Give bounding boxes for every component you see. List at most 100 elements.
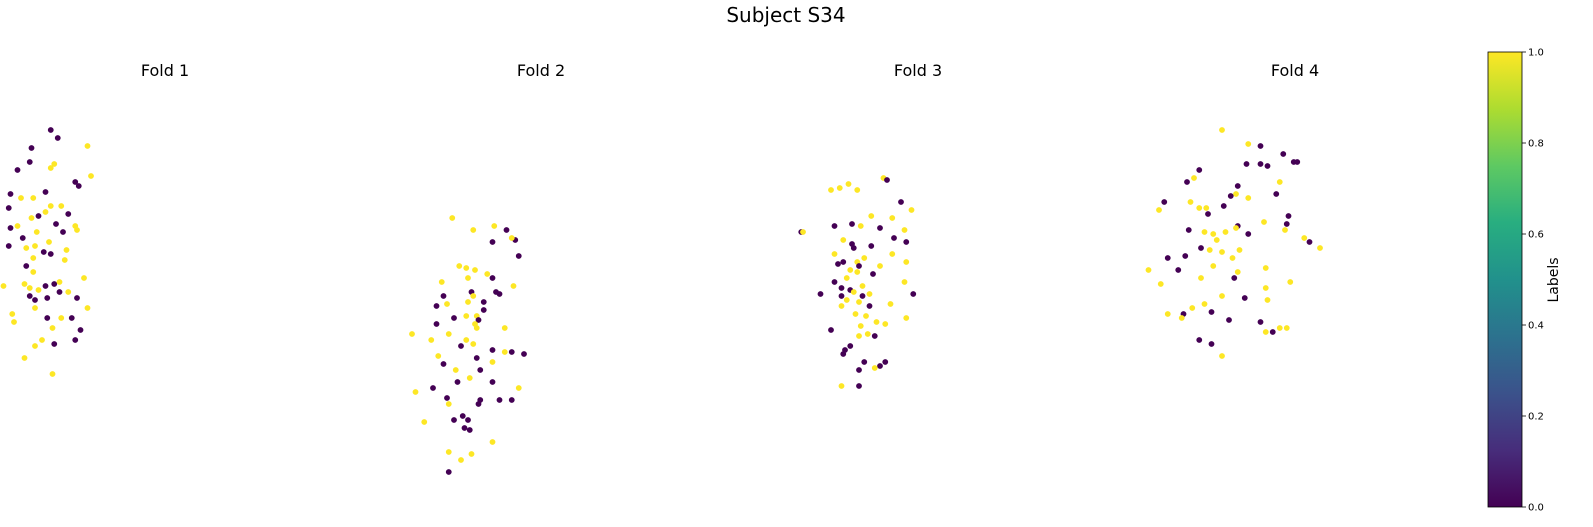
scatter-point <box>32 343 38 349</box>
scatter-point <box>444 395 450 401</box>
scatter-point <box>838 383 845 389</box>
scatter-point <box>889 215 896 221</box>
colorbar-gradient <box>1487 51 1523 508</box>
scatter-point <box>856 383 862 389</box>
scatter-point <box>19 235 26 241</box>
scatter-point <box>463 313 470 319</box>
scatter-point <box>430 385 436 391</box>
scatter-point <box>473 355 480 361</box>
scatter-point <box>466 427 473 433</box>
scatter-point <box>47 251 54 257</box>
scatter-point <box>1210 263 1217 269</box>
scatter-point <box>54 135 61 141</box>
panel-title: Fold 3 <box>894 61 942 80</box>
scatter-point <box>74 295 80 301</box>
scatter-point <box>489 347 496 353</box>
scatter-point <box>863 313 869 319</box>
scatter-point <box>882 321 889 327</box>
scatter-point <box>23 245 30 251</box>
scatter-point <box>489 239 496 245</box>
scatter-point <box>491 223 498 229</box>
scatter-point <box>42 209 49 215</box>
scatter-point <box>60 229 66 235</box>
scatter-point <box>1280 151 1287 157</box>
scatter-point <box>30 269 37 275</box>
scatter-point <box>445 449 452 455</box>
scatter-point <box>42 283 49 289</box>
scatter-point <box>47 127 54 133</box>
scatter-point <box>461 425 468 431</box>
scatter-point <box>898 199 904 205</box>
scatter-point <box>864 331 871 337</box>
scatter-point <box>465 299 471 305</box>
scatter-point <box>1203 205 1210 211</box>
scatter-point <box>28 145 35 151</box>
scatter-point <box>840 351 847 357</box>
colorbar-tick-label: 0.0 <box>1528 503 1544 514</box>
scatter-point <box>877 225 883 231</box>
scatter-point <box>910 291 917 297</box>
scatter-point <box>856 263 862 269</box>
scatter-point <box>1236 247 1243 253</box>
scatter-point <box>887 301 894 307</box>
scatter-point <box>26 159 33 165</box>
scatter-point <box>515 253 522 259</box>
scatter-point <box>817 291 824 297</box>
scatter-point <box>840 237 847 243</box>
scatter-point <box>28 215 35 221</box>
scatter-point <box>72 179 79 185</box>
scatter-point <box>508 235 515 241</box>
scatter-point <box>42 189 49 195</box>
scatter-point <box>444 301 450 307</box>
scatter-point <box>828 327 834 333</box>
scatter-point <box>1206 247 1213 253</box>
scatter-point <box>472 267 478 273</box>
scatter-point <box>11 319 17 325</box>
scatter-point <box>23 263 30 269</box>
scatter-point <box>459 413 466 419</box>
colorbar-ticks: 0.0 0.2 0.4 0.6 0.8 1.0 <box>1522 48 1544 514</box>
scatter-point <box>480 307 487 313</box>
scatter-point <box>458 457 464 463</box>
scatter-point <box>409 331 415 337</box>
scatter-point <box>521 351 527 357</box>
scatter-point <box>470 293 477 299</box>
scatter-point <box>456 263 463 269</box>
scatter-point <box>800 229 806 235</box>
scatter-point <box>849 221 855 227</box>
scatter-point <box>412 389 419 395</box>
scatter-point <box>77 327 84 333</box>
scatter-point <box>18 195 24 201</box>
scatter-point <box>501 349 508 355</box>
scatter-point <box>831 223 838 229</box>
scatter-point <box>847 343 854 349</box>
scatter-point <box>5 243 12 249</box>
scatter-point <box>26 293 33 299</box>
scatter-point <box>58 203 65 209</box>
colorbar-tick-label: 0.4 <box>1528 321 1544 332</box>
scatter-point <box>1273 191 1280 197</box>
scatter-point <box>882 359 889 365</box>
scatter-point <box>836 185 843 191</box>
scatter-point <box>1243 161 1250 167</box>
scatter-point <box>463 265 470 271</box>
scatter-point <box>440 293 447 299</box>
colorbar-tick-label: 1.0 <box>1528 48 1544 59</box>
scatter-point <box>1233 191 1239 197</box>
scatter-point <box>1245 141 1252 147</box>
scatter-point <box>433 303 440 309</box>
scatter-point <box>1262 329 1269 335</box>
scatter-point <box>480 299 487 305</box>
panel-title: Fold 2 <box>517 61 565 80</box>
scatter-point <box>1287 279 1294 285</box>
scatter-point <box>1269 329 1276 335</box>
scatter-point <box>1245 231 1252 237</box>
scatter-point <box>901 227 908 233</box>
scatter-point <box>1317 245 1323 251</box>
scatter-point <box>84 143 91 149</box>
scatter-point <box>1231 275 1238 281</box>
scatter-point <box>489 379 496 385</box>
scatter-point <box>856 299 862 305</box>
scatter-point <box>1262 285 1269 291</box>
